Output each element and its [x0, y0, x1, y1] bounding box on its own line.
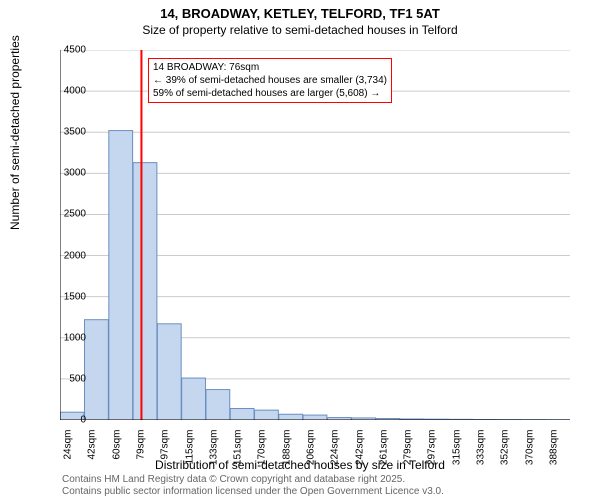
marker-annotation: 14 BROADWAY: 76sqm ← 39% of semi-detache…	[148, 58, 392, 103]
histogram-bar	[206, 390, 230, 420]
chart-title-line2: Size of property relative to semi-detach…	[0, 23, 600, 39]
y-tick-label: 3500	[64, 127, 86, 138]
x-tick-label: 97sqm	[160, 430, 171, 470]
x-tick-label: 79sqm	[136, 430, 147, 470]
y-axis-label: Number of semi-detached properties	[8, 35, 22, 230]
annotation-line2: ← 39% of semi-detached houses are smalle…	[153, 74, 387, 87]
x-tick-label: 333sqm	[476, 430, 487, 470]
histogram-bar	[157, 324, 181, 420]
histogram-bar	[182, 378, 206, 420]
footnote: Contains HM Land Registry data © Crown c…	[62, 474, 444, 498]
x-tick-label: 115sqm	[184, 430, 195, 470]
y-tick-label: 2000	[64, 250, 86, 261]
y-tick-label: 4500	[64, 45, 86, 56]
x-tick-label: 370sqm	[524, 430, 535, 470]
histogram-bar	[303, 415, 327, 420]
x-tick-label: 133sqm	[208, 430, 219, 470]
chart-title-line1: 14, BROADWAY, KETLEY, TELFORD, TF1 5AT	[0, 0, 600, 23]
y-tick-label: 500	[69, 373, 86, 384]
x-tick-label: 261sqm	[378, 430, 389, 470]
histogram-bar	[279, 414, 303, 420]
histogram-plot	[60, 50, 570, 420]
y-tick-label: 4000	[64, 86, 86, 97]
x-tick-label: 224sqm	[330, 430, 341, 470]
footnote-line1: Contains HM Land Registry data © Crown c…	[62, 474, 444, 486]
footnote-line2: Contains public sector information licen…	[62, 486, 444, 498]
y-tick-label: 1000	[64, 332, 86, 343]
annotation-line3: 59% of semi-detached houses are larger (…	[153, 87, 387, 100]
x-tick-label: 388sqm	[548, 430, 559, 470]
y-tick-label: 2500	[64, 209, 86, 220]
histogram-bar	[133, 163, 157, 420]
y-tick-label: 0	[80, 415, 86, 426]
x-tick-label: 315sqm	[451, 430, 462, 470]
histogram-bar	[230, 408, 254, 420]
x-tick-label: 60sqm	[111, 430, 122, 470]
chart-container: 14, BROADWAY, KETLEY, TELFORD, TF1 5AT S…	[0, 0, 600, 500]
x-tick-label: 188sqm	[281, 430, 292, 470]
x-tick-label: 352sqm	[500, 430, 511, 470]
x-tick-label: 170sqm	[257, 430, 268, 470]
y-tick-label: 3000	[64, 168, 86, 179]
histogram-bar	[109, 131, 133, 420]
x-tick-label: 279sqm	[403, 430, 414, 470]
x-tick-label: 24sqm	[63, 430, 74, 470]
x-tick-label: 242sqm	[354, 430, 365, 470]
x-tick-label: 42sqm	[87, 430, 98, 470]
chart-area: 14 BROADWAY: 76sqm ← 39% of semi-detache…	[60, 50, 570, 420]
x-tick-label: 151sqm	[233, 430, 244, 470]
annotation-line1: 14 BROADWAY: 76sqm	[153, 61, 387, 74]
histogram-bar	[255, 410, 279, 420]
x-tick-label: 206sqm	[306, 430, 317, 470]
x-tick-label: 297sqm	[427, 430, 438, 470]
y-tick-label: 1500	[64, 291, 86, 302]
histogram-bar	[85, 320, 109, 420]
